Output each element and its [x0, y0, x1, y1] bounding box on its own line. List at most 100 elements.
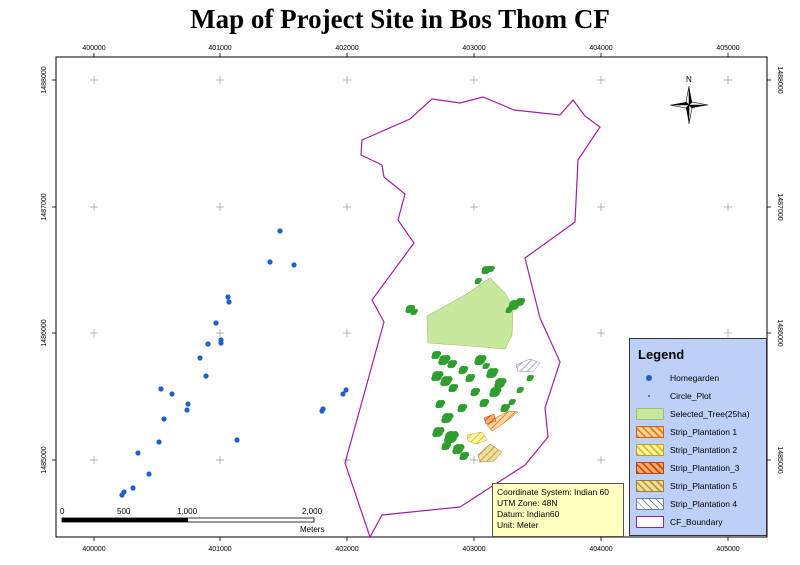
tree-cluster	[500, 378, 507, 384]
homegarden-point	[267, 259, 273, 265]
y-tick-label-right: 1487000	[776, 193, 783, 220]
tree-cluster	[446, 442, 452, 447]
strip-plantation-4	[515, 358, 541, 373]
legend-label: Selected_Tree(25ha)	[670, 409, 750, 419]
tree-cluster	[441, 417, 447, 424]
tree-cluster	[481, 269, 486, 275]
legend-label: Strip_Plantation 5	[670, 481, 738, 491]
tree-cluster	[495, 387, 502, 393]
homegarden-point	[146, 471, 152, 477]
homegarden-point	[226, 299, 232, 305]
tree-cluster	[512, 399, 516, 403]
homegarden-point	[277, 228, 283, 234]
map-border	[55, 56, 768, 538]
tree-cluster	[465, 377, 470, 383]
y-tick-label-left: 1486000	[41, 319, 48, 346]
x-axis-top: 400000 401000 402000 403000 404000 405000	[82, 45, 740, 57]
tree-cluster	[526, 377, 530, 382]
homegarden-points	[119, 228, 349, 498]
x-tick-label-bottom: 402000	[335, 546, 358, 553]
tree-cluster	[520, 298, 526, 303]
tree-cluster	[474, 359, 480, 366]
y-tick-label-left: 1488000	[41, 66, 48, 93]
legend-item-strip-4: Strip_Plantation 4	[636, 497, 737, 511]
tree-cluster	[486, 372, 492, 379]
tree-cluster	[487, 268, 491, 273]
tree-cluster	[448, 387, 453, 393]
homegarden-point	[197, 355, 203, 361]
homegarden-point	[213, 320, 219, 326]
homegarden-symbol-icon	[636, 372, 664, 384]
homegarden-point	[130, 485, 136, 491]
tree-cluster	[484, 399, 490, 404]
strip-2-symbol-icon	[636, 444, 664, 456]
tree-cluster	[405, 308, 410, 314]
tree-cluster	[446, 376, 453, 382]
tree-cluster	[437, 371, 444, 377]
x-tick-label-top: 400000	[82, 45, 105, 52]
y-tick-label-right: 1486000	[776, 319, 783, 346]
tree-cluster	[438, 427, 445, 433]
homegarden-point	[161, 416, 167, 422]
homegarden-point	[343, 387, 349, 393]
legend: Legend Homegarden Circle_Plot Selected_T…	[629, 338, 767, 536]
tree-cluster	[414, 309, 418, 313]
info-unit: Unit: Meter	[497, 520, 539, 530]
homegarden-point	[119, 492, 125, 498]
x-tick-label-top: 402000	[335, 45, 358, 52]
legend-label: Strip_Plantation 1	[670, 427, 738, 437]
coordinate-info-box: Coordinate System: Indian 60 UTM Zone: 4…	[492, 483, 624, 537]
tree-cluster	[458, 369, 463, 375]
legend-label: Homegarden	[670, 373, 720, 383]
tree-clusters	[405, 266, 534, 461]
strip-1-symbol-icon	[636, 426, 664, 438]
legend-item-strip-5: Strip_Plantation 5	[636, 479, 737, 493]
info-datum: Datum: Indian60	[497, 509, 560, 519]
tree-cluster	[515, 301, 520, 307]
legend-label: CF_Boundary	[670, 517, 723, 527]
tree-cluster	[457, 407, 462, 413]
x-tick-label-top: 404000	[589, 45, 612, 52]
x-tick-label-top: 401000	[208, 45, 231, 52]
tree-cluster	[452, 448, 458, 455]
homegarden-point	[218, 340, 224, 346]
tree-cluster	[441, 445, 446, 451]
homegarden-point	[169, 391, 175, 397]
homegarden-point	[203, 373, 209, 379]
tree-cluster	[410, 305, 416, 310]
scale-label-500: 500	[117, 507, 131, 516]
homegarden-point	[225, 294, 231, 300]
tree-cluster	[464, 452, 470, 457]
tree-cluster	[494, 382, 500, 389]
tree-cluster	[453, 384, 459, 389]
scale-unit: Meters	[300, 525, 325, 534]
tree-cluster	[475, 388, 481, 393]
legend-item-circle-plot: Circle_Plot	[636, 389, 711, 403]
x-tick-label-bottom: 405000	[716, 546, 739, 553]
tree-cluster	[470, 391, 475, 397]
tree-cluster	[447, 413, 454, 419]
homegarden-point	[185, 401, 191, 407]
x-tick-label-bottom: 400000	[82, 546, 105, 553]
legend-label: Strip_Plantation_3	[670, 463, 740, 473]
homegarden-point	[205, 341, 211, 347]
tree-cluster	[459, 455, 464, 461]
north-label: N	[686, 75, 692, 84]
homegarden-point	[184, 407, 190, 413]
tree-cluster	[452, 360, 458, 365]
tree-cluster	[438, 359, 444, 366]
cf-boundary-symbol-icon	[636, 516, 664, 528]
scale-label-0: 0	[60, 507, 65, 516]
homegarden-point	[319, 408, 325, 414]
legend-item-strip-2: Strip_Plantation 2	[636, 443, 737, 457]
tree-cluster	[530, 375, 534, 379]
strip-5-symbol-icon	[636, 480, 664, 492]
legend-title: Legend	[638, 347, 685, 362]
info-coordinate-system: Coordinate System: Indian 60	[497, 487, 609, 497]
tree-cluster	[458, 444, 465, 450]
homegarden-point	[291, 262, 297, 268]
strip-plantation-1	[486, 410, 519, 432]
tree-cluster	[451, 431, 459, 439]
legend-item-strip-3: Strip_Plantation_3	[636, 461, 739, 475]
